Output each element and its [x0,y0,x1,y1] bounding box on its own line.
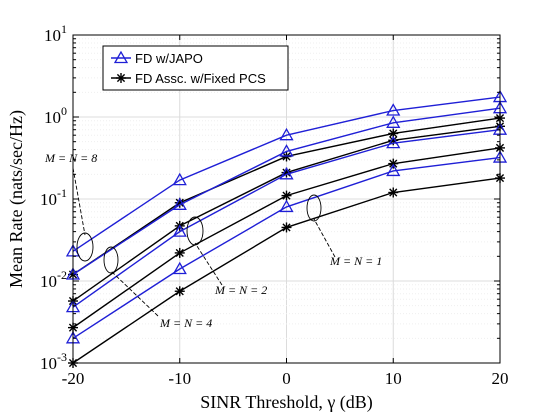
x-tick-label: 20 [492,369,509,388]
y-tick-exponent: -1 [57,186,67,200]
y-tick-label: 10-1 [40,186,67,209]
x-tick-label: 10 [385,369,402,388]
group-ellipse [103,246,119,274]
triangle-marker [279,199,294,213]
y-tick-label: 10-2 [40,268,67,291]
annotation-arrow [194,242,223,286]
triangle-marker [172,197,187,210]
legend: FD w/JAPO FD Assc. w/Fixed PCS [102,45,289,91]
y-tick-label: 101 [44,22,67,45]
y-tick-exponent: -2 [57,268,67,282]
triangle-marker [386,103,401,116]
annotation-label: M = N = 8 [44,151,97,165]
y-tick-exponent: 0 [61,104,67,118]
annotation-label: M = N = 1 [329,254,382,268]
triangle-marker [172,172,187,186]
triangle-marker [279,167,294,180]
series-line [65,89,508,257]
group-ellipse [306,194,322,222]
triangle-marker [172,224,187,237]
annotations: M = N = 8 M = N = 4 M = N = 2 M = N = 1 [44,151,382,330]
series-path [72,129,501,308]
asterisk-marker [281,190,292,201]
series-path [72,156,501,339]
legend-entry: FD Assc. w/Fixed PCS [111,71,266,86]
group-annotation: M = N = 2 [186,216,267,297]
asterisk-marker [174,286,185,297]
triangle-marker [386,135,401,149]
legend-label: FD w/JAPO [135,51,203,66]
y-tick-exponent: -3 [57,350,67,364]
annotation-label: M = N = 4 [159,316,212,330]
asterisk-marker [388,128,399,139]
asterisk-marker [116,73,126,83]
group-annotation: M = N = 1 [306,194,382,268]
group-ellipse [186,216,204,246]
y-tick-base: 10 [40,190,57,209]
asterisk-marker [281,222,292,233]
group-annotation: M = N = 4 [103,246,212,330]
asterisk-marker [174,247,185,258]
group-annotation: M = N = 8 [44,151,97,262]
legend-label: FD Assc. w/Fixed PCS [135,71,266,86]
series-layer [65,89,508,368]
y-tick-label: 100 [44,104,67,127]
x-tick-label: -10 [168,369,191,388]
legend-entry: FD w/JAPO [111,50,203,66]
legend-box [102,45,289,91]
asterisk-marker [388,187,399,198]
annotation-arrow [110,270,159,317]
series-path [72,107,501,276]
triangle-marker [279,144,294,157]
series-line [68,173,505,368]
y-tick-exponent: 1 [61,22,67,36]
x-axis-label: SINR Threshold, γ (dB) [200,392,373,413]
annotation-arrow [313,218,336,258]
y-tick-base: 10 [44,108,61,127]
triangle-marker [386,115,401,128]
series-path [72,96,501,252]
annotation-arrow [72,167,86,236]
y-tick-base: 10 [40,272,57,291]
y-axis-label: Mean Rate (nats/sec/Hz) [6,110,27,288]
x-tick-label: 0 [282,369,291,388]
x-tick-label: -20 [62,369,85,388]
triangle-marker [279,127,294,141]
triangle-marker [172,261,187,275]
y-tick-base: 10 [44,26,61,45]
y-tick-label: 10-3 [40,350,67,373]
y-tick-base: 10 [40,354,57,373]
asterisk-marker [174,197,185,208]
annotation-label: M = N = 2 [214,283,267,297]
x-tick-labels: -20 -10 0 10 20 [62,369,509,388]
triangle-marker [113,50,129,64]
triangle-marker [386,163,401,177]
